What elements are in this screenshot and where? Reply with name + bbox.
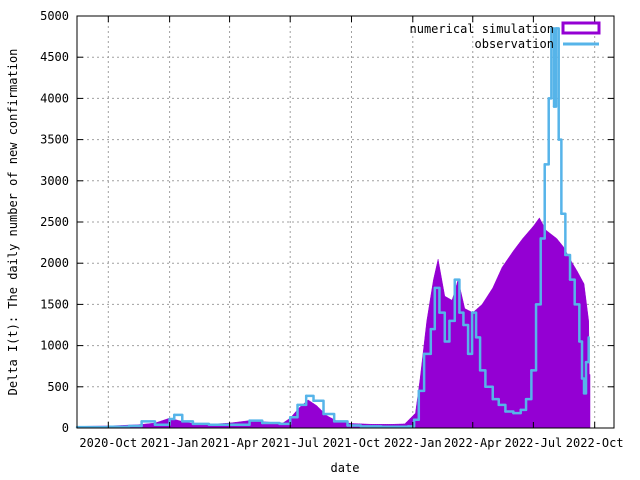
observation-point [519, 408, 522, 412]
observation-point [433, 286, 436, 290]
series-layer [75, 27, 591, 429]
y-tick-label: 1000 [40, 339, 69, 353]
observation-point [466, 352, 470, 356]
y-tick-label: 1500 [40, 297, 69, 311]
observation-point [380, 425, 383, 428]
observation-point [448, 319, 451, 323]
y-tick-label: 0 [62, 421, 69, 435]
y-tick-label: 2000 [40, 256, 69, 270]
legend: numerical simulation observation [410, 21, 601, 51]
observation-point [417, 389, 420, 393]
x-tick-label: 2022-Jul [504, 436, 562, 450]
observation-point [484, 385, 487, 388]
observation-point [564, 253, 567, 257]
legend-label-simulation: numerical simulation [410, 22, 555, 36]
observation-point [584, 360, 588, 364]
y-tick-label: 4500 [40, 50, 69, 64]
observation-point [168, 417, 171, 421]
observation-point [554, 27, 558, 30]
observation-point [474, 336, 478, 339]
x-tick-label: 2022-Apr [444, 436, 502, 450]
observation-point [580, 377, 584, 380]
observation-point [153, 423, 157, 426]
axis-ticks: 0 500 1000 1500 2000 2500 3000 3500 4000 4500 5000… [40, 9, 623, 450]
observation-point [422, 352, 426, 356]
x-tick-label: 2021-Jul [261, 436, 319, 450]
observation-point [550, 27, 553, 30]
observation-point [412, 418, 416, 421]
observation-point [304, 394, 308, 398]
y-tick-label: 3500 [40, 133, 69, 147]
x-axis-label: date [331, 461, 360, 475]
observation-point [296, 403, 299, 407]
observation-point [578, 340, 581, 343]
observation-point [470, 311, 474, 314]
x-tick-label: 2020-Oct [79, 436, 137, 450]
observation-point [127, 424, 131, 428]
observation-point [552, 105, 556, 108]
observation-point [524, 397, 528, 401]
legend-label-observation: observation [475, 37, 554, 51]
x-tick-label: 2021-Apr [201, 436, 259, 450]
y-tick-label: 5000 [40, 9, 69, 23]
observation-point [289, 416, 292, 419]
observation-point [539, 237, 542, 240]
x-tick-label: 2021-Jan [141, 436, 199, 450]
y-tick-label: 500 [47, 380, 69, 394]
observation-point [429, 327, 432, 331]
observation-point [406, 425, 410, 428]
y-tick-label: 3000 [40, 174, 69, 188]
observation-point [312, 399, 315, 403]
observation-point [278, 422, 281, 426]
observation-point [248, 419, 251, 422]
observation-point [560, 212, 563, 215]
observation-point [261, 421, 264, 425]
observation-point [504, 410, 507, 413]
observation-point [443, 340, 446, 343]
observation-point [322, 412, 325, 416]
observation-point [181, 420, 184, 423]
x-tick-label: 2022-Jan [384, 436, 442, 450]
observation-point [568, 278, 572, 281]
observation-point [478, 369, 482, 372]
x-tick-label: 2021-Oct [323, 436, 381, 450]
observation-point [191, 422, 195, 426]
observation-point [543, 163, 546, 166]
observation-point [438, 311, 441, 314]
y-axis-label: Delta I(t): The daily number of new conf… [6, 49, 20, 396]
observation-point [332, 420, 336, 423]
observation-point [140, 420, 143, 423]
legend-swatch-simulation [561, 21, 601, 35]
observation-point [359, 425, 363, 428]
observation-point [346, 424, 349, 427]
x-tick-label: 2022-Oct [566, 436, 624, 450]
observation-point [557, 138, 560, 141]
observation-point [534, 303, 538, 306]
observation-point [453, 278, 456, 281]
observation-point [512, 411, 515, 415]
y-tick-label: 2500 [40, 215, 69, 229]
observation-point [173, 413, 176, 417]
observation-point [207, 423, 211, 426]
observation-point [497, 403, 500, 407]
observation-point [458, 311, 461, 314]
observation-point [573, 303, 576, 306]
observation-point [587, 336, 590, 339]
grid [77, 15, 614, 429]
observation-point [547, 97, 550, 100]
observation-point [462, 323, 465, 327]
observation-point [582, 392, 586, 395]
observation-point [491, 397, 494, 401]
observation-point [530, 369, 533, 372]
y-tick-label: 4000 [40, 91, 69, 105]
